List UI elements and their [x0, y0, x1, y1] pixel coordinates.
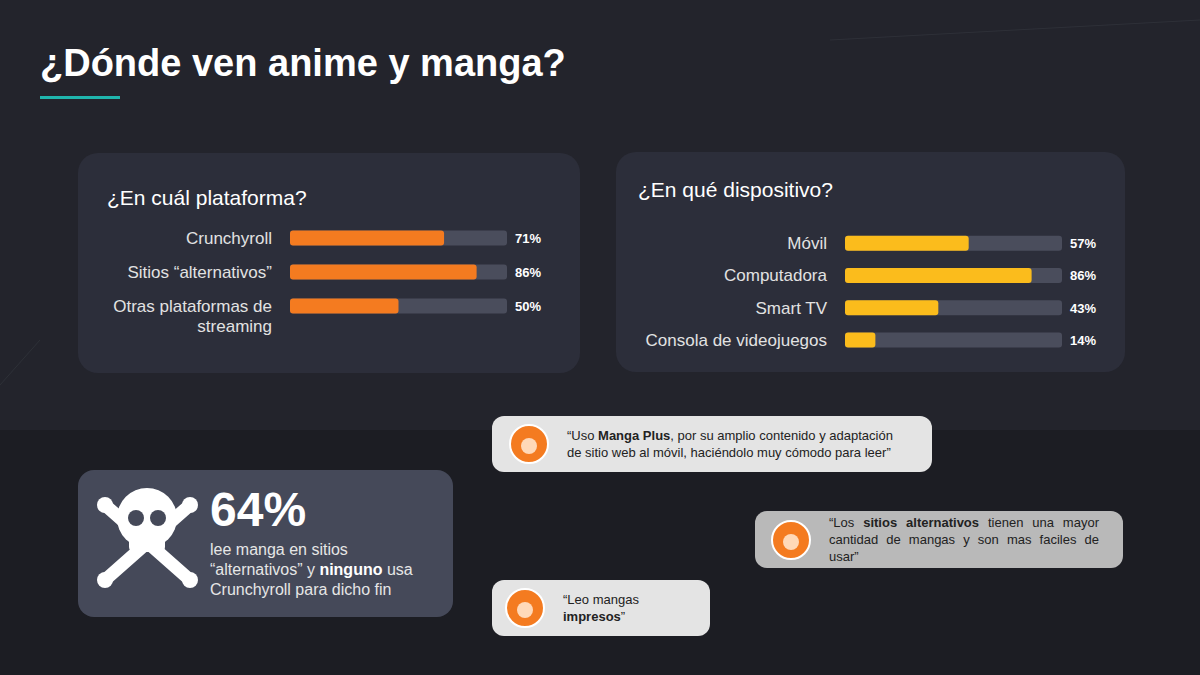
label-line: streaming — [197, 317, 272, 336]
avatar — [771, 520, 811, 560]
quote-part: “Los — [829, 515, 863, 530]
bar — [290, 265, 477, 280]
quote-text: “Los sitios alternativos tienen una mayo… — [829, 514, 1099, 565]
category-label: Móvil — [787, 234, 827, 253]
category-labels: Móvil Computadora Smart TV Consola de video… — [646, 234, 828, 350]
quote-part: impresos — [563, 609, 621, 624]
stat-card — [78, 470, 453, 617]
quote-part: “Leo mangas — [563, 592, 639, 607]
bone-end — [97, 572, 113, 588]
label-line: Móvil — [787, 234, 827, 253]
avatar — [505, 588, 545, 628]
label-line: Otras plataformas de — [113, 297, 272, 316]
data-labels: 57% 86% 43% 14% — [1070, 236, 1096, 348]
bar — [845, 236, 969, 251]
track — [845, 300, 1062, 315]
canvas: ¿Dónde ven anime y manga? ¿En cuál plataf… — [0, 0, 1200, 675]
track — [290, 299, 507, 314]
chart-title: ¿En qué dispositivo? — [638, 178, 833, 201]
jaw — [129, 530, 165, 552]
label-line: Computadora — [724, 266, 828, 285]
label-line: Smart TV — [756, 299, 828, 318]
chart: ¿En cuál plataforma? Crunchyroll Sitios “a… — [78, 153, 580, 373]
quote-part: ” — [621, 609, 625, 624]
quote-bubble: “Uso Manga Plus, por su amplio contenido… — [492, 416, 932, 472]
bar — [290, 231, 444, 246]
quote-text: “Leo mangas impresos” — [563, 591, 698, 625]
quote-part: sitios alternativos — [863, 515, 979, 530]
track — [845, 268, 1062, 283]
label-line: Crunchyroll — [186, 229, 272, 248]
title-underline — [40, 96, 120, 99]
quote-part: Manga Plus — [598, 428, 670, 443]
data-label: 43% — [1070, 301, 1096, 316]
bar — [845, 268, 1032, 283]
label-line: Consola de videojuegos — [646, 331, 827, 350]
quote-text: “Uso Manga Plus, por su amplio contenido… — [567, 427, 908, 461]
data-labels: 71% 86% 50% — [515, 231, 541, 314]
data-label: 50% — [515, 299, 541, 314]
category-label: Crunchyroll — [186, 229, 272, 248]
title: ¿Dónde ven anime y manga? — [40, 42, 566, 84]
category-label: Smart TV — [756, 299, 828, 318]
category-label: Sitios “alternativos” — [127, 263, 272, 282]
data-label: 86% — [515, 265, 541, 280]
stat-text: lee manga en sitios “alternativos” y nin… — [210, 540, 442, 600]
data-label: 86% — [1070, 268, 1096, 283]
avatar — [509, 424, 549, 464]
card — [616, 152, 1125, 372]
track — [845, 332, 1062, 347]
data-label: 14% — [1070, 333, 1096, 348]
eye — [128, 510, 144, 526]
category-labels: Crunchyroll Sitios “alternativos” Otras pl… — [113, 229, 272, 336]
background-top — [0, 0, 1200, 430]
track — [290, 231, 507, 246]
data-label: 57% — [1070, 236, 1096, 251]
bars — [845, 236, 1032, 348]
bone-end — [182, 497, 198, 513]
slide: ¿Dónde ven anime y manga? ¿En cuál plataf… — [0, 0, 1200, 675]
stat-value: 64% — [210, 486, 450, 534]
category-label: Otras plataformas destreaming — [113, 297, 272, 336]
track — [845, 236, 1062, 251]
quote-bubble: “Leo mangas impresos” — [492, 580, 710, 636]
eye — [150, 510, 166, 526]
quote-bubble: “Los sitios alternativos tienen una mayo… — [755, 511, 1123, 568]
bone-end — [182, 572, 198, 588]
bone-end — [97, 497, 113, 513]
tracks — [845, 236, 1062, 348]
stat: 64% lee manga en sitios “alternativos” y … — [210, 486, 450, 600]
bar — [845, 300, 938, 315]
chart-title: ¿En cuál plataforma? — [107, 186, 307, 209]
track — [290, 265, 507, 280]
label-line: Sitios “alternativos” — [127, 263, 272, 282]
skull-icon — [97, 488, 198, 588]
quote-part: “Uso — [567, 428, 598, 443]
card — [78, 153, 580, 373]
stat-text-part: ninguno — [319, 561, 382, 578]
chart: ¿En qué dispositivo? Móvil Computadora Smar… — [616, 152, 1125, 372]
bars — [290, 231, 477, 314]
category-label: Computadora — [724, 266, 828, 285]
bar — [290, 299, 399, 314]
data-label: 71% — [515, 231, 541, 246]
decor-line — [0, 340, 40, 385]
category-label: Consola de videojuegos — [646, 331, 827, 350]
tracks — [290, 231, 507, 314]
bar — [845, 332, 875, 347]
decor-line — [830, 20, 1200, 40]
